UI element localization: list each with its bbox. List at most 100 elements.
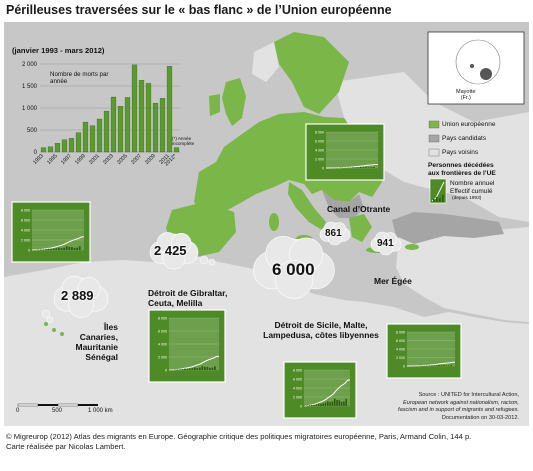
east-neighbours [334, 72, 529, 222]
cloud-sicile [253, 236, 335, 299]
inset-bar-1994 [47, 146, 54, 153]
mini-chart-otrante-bar-17 [370, 167, 373, 168]
mini-chart-otrante-ytick-3: 2 000 [315, 158, 324, 162]
mini-chart-gibraltar-ytick-3: 2 000 [158, 356, 167, 360]
mini-chart-gibraltar-ytick-2: 4 000 [158, 343, 167, 347]
mini-chart-egee-bar-18 [450, 364, 452, 366]
inset-bar-2002 [103, 110, 110, 153]
label-gibraltar: Détroit de Gibraltar, Ceuta, Melilla [148, 288, 227, 308]
legend-annual-bar-3 [442, 195, 444, 202]
mini-chart-sicile-ytick-2: 4 000 [293, 387, 302, 391]
mini-chart-canaries-bar-10 [58, 247, 60, 250]
mini-chart-sicile-ytick-0: 8 000 [293, 369, 302, 373]
mini-chart-canaries-ytick-4: 0 [28, 249, 30, 253]
mini-chart-gibraltar-bar-15 [206, 366, 209, 370]
legend-since-label: (depuis 1993) [452, 196, 482, 201]
mini-chart-gibraltar-cumulative-line [168, 355, 219, 371]
mini-chart-canaries-bar-16 [73, 247, 76, 250]
mini-chart-egee-bar-17 [447, 365, 450, 366]
legend-swatch-2 [428, 148, 440, 157]
mini-chart-egee-bar-11 [433, 365, 436, 366]
inset-note: (*) Année incomplète [172, 136, 195, 147]
mini-chart-egee-ytick-1: 6 000 [396, 339, 405, 343]
cloud-otrante [319, 221, 351, 246]
inset-ytick-4: 0 [34, 150, 38, 156]
scandinavia [274, 32, 349, 114]
mini-chart-sicile-bar-14 [336, 399, 338, 406]
mini-chart-egee-ytick-2: 4 000 [396, 348, 405, 352]
mini-chart-sicile-bar-12 [331, 401, 334, 406]
uk [222, 78, 246, 126]
mini-chart-gibraltar-bar-17 [211, 367, 214, 370]
mini-chart-sicile-frame [283, 361, 357, 419]
inset-bar-1998 [75, 132, 82, 153]
mini-chart-sicile-bar-7 [320, 403, 322, 406]
mini-chart-canaries-bar-11 [60, 248, 63, 250]
mini-chart-sicile-ytick-3: 2 000 [293, 396, 302, 400]
legend-deaths-title-line1: Personnes décédées [428, 162, 494, 169]
legend-eu-label: Union européenne [442, 121, 496, 128]
deaths-egee: 941 [377, 238, 394, 249]
scale-tick-500: 500 [52, 408, 63, 414]
mini-chart-canaries-bar-8 [52, 248, 55, 250]
label-canaries: Îles Canaries, Mauritanie Sénégal [60, 322, 118, 362]
inset-bar-1999 [82, 121, 89, 153]
mini-chart-sicile-bar-6 [317, 403, 320, 406]
mini-chart-egee-bar-15 [443, 365, 445, 366]
source-line1: Source : UNITED for Intercultural Action… [418, 392, 519, 398]
inset-bar-1995 [54, 143, 61, 153]
mini-chart-gibraltar-bar-11 [196, 367, 199, 370]
label-gibraltar-line2: Ceuta, Melilla [148, 298, 203, 309]
mini-chart-sicile-ytick-1: 6 000 [293, 378, 302, 382]
mini-chart-gibraltar-bar-4 [179, 369, 181, 370]
credits: © Migreurop (2012) Atlas des migrants en… [6, 432, 528, 453]
cloud-gibraltar [149, 232, 199, 270]
mini-chart-canaries-bar-7 [50, 248, 53, 250]
mini-chart-egee-ytick-3: 2 000 [396, 356, 405, 360]
mini-chart-canaries-ytick-3: 2 000 [21, 239, 30, 243]
mini-chart-gibraltar: 8 000 6 000 4 000 2 000 0 [148, 309, 226, 383]
mini-chart-sicile-bar-2 [308, 405, 311, 406]
cloud-egee [370, 231, 402, 256]
legend-cumulative-label: Effectif cumulé [450, 188, 493, 195]
mini-chart-canaries-bar-17 [76, 247, 79, 250]
inset-bar-1996 [61, 139, 68, 153]
mini-chart-otrante-frame [305, 123, 385, 181]
inset-period: (janvier 1993 - mars 2012) [12, 46, 105, 55]
legend-annual-bar-0 [433, 199, 435, 202]
cyprus [405, 244, 419, 250]
mini-chart-sicile-bar-5 [315, 404, 318, 406]
mini-chart-egee-ytick-4: 0 [403, 365, 405, 369]
mini-chart-egee: 8 000 6 000 4 000 2 000 0 [386, 323, 462, 379]
deaths-sicile: 6 000 [272, 260, 315, 279]
mini-chart-canaries-bar-15 [71, 247, 73, 250]
mini-chart-gibraltar-bar-16 [209, 367, 211, 370]
mini-chart-canaries-bar-14 [68, 246, 71, 250]
inset-bar-2005 [124, 97, 131, 153]
mini-chart-gibraltar-bar-7 [186, 368, 189, 370]
mini-chart-otrante-ytick-2: 4 000 [315, 149, 324, 153]
sardinia [269, 213, 279, 231]
legend-swatch-1 [428, 134, 440, 143]
mini-chart-sicile-bar-18 [345, 398, 348, 406]
mini-chart-gibraltar-bar-6 [184, 368, 186, 370]
cloud-dot-1 [208, 258, 216, 266]
inset-bar-2000 [89, 125, 96, 153]
mini-chart-sicile-bar-11 [329, 402, 331, 406]
inset-ytick-1: 1 500 [22, 84, 38, 90]
mini-chart-sicile-bar-15 [338, 400, 341, 406]
canary-islands [44, 322, 48, 326]
inset-bar-2012* [173, 147, 180, 153]
mini-chart-egee-bar-12 [435, 365, 438, 366]
balkans [322, 190, 364, 218]
mini-chart-canaries-ytick-2: 4 000 [21, 229, 30, 233]
source-note: Source : UNITED for Intercultural Action… [289, 392, 519, 422]
cloud-dot-0 [199, 255, 209, 265]
mini-chart-canaries-ytick-1: 6 000 [21, 219, 30, 223]
label-canaries-line2: Canaries, [79, 332, 118, 343]
mini-chart-otrante-ytick-1: 6 000 [315, 140, 324, 144]
mini-chart-otrante-bar-13 [359, 166, 362, 168]
label-gibraltar-line1: Détroit de Gibraltar, [148, 288, 228, 298]
